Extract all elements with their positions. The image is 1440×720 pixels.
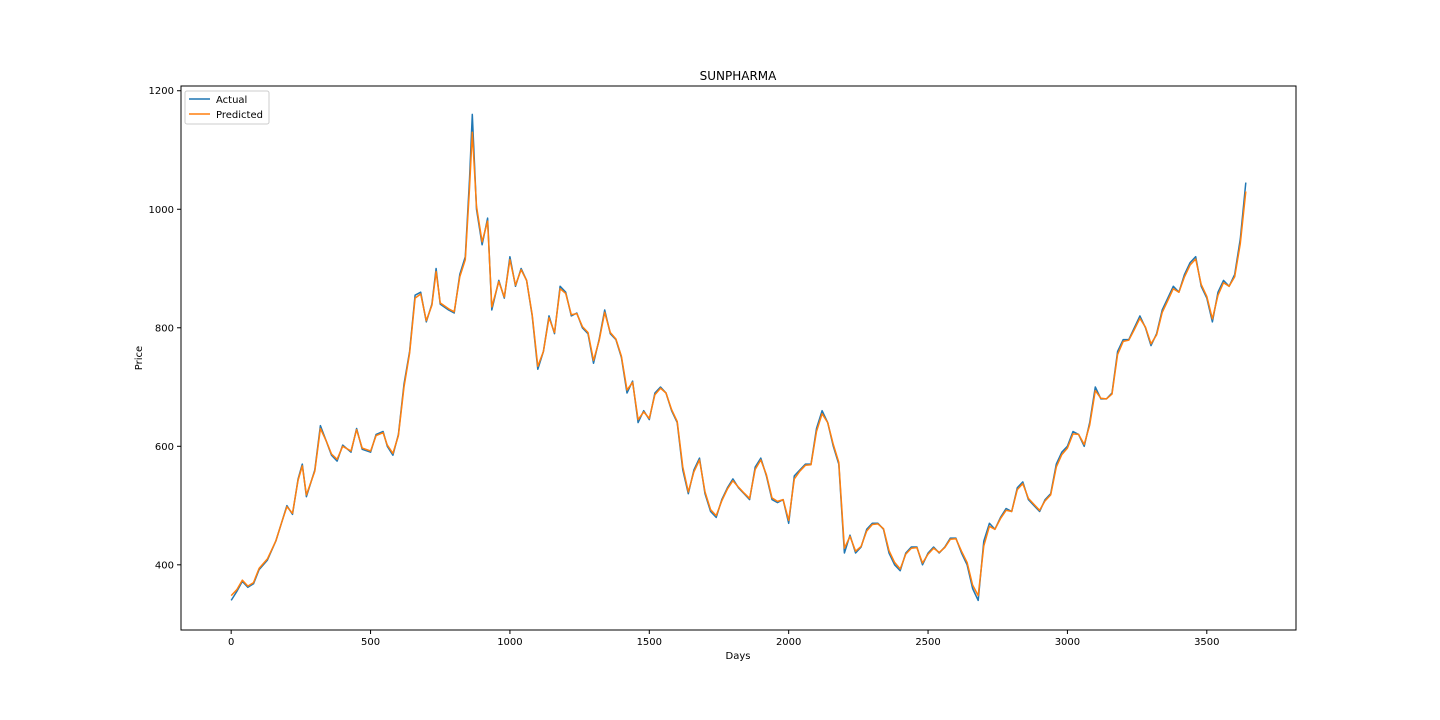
x-tick-label: 2000 xyxy=(776,637,801,648)
y-axis-label: Price xyxy=(134,346,145,370)
series-line-predicted xyxy=(230,131,1247,597)
y-axis: 400 600 800 1000 1200 xyxy=(149,86,181,571)
y-tick-label: 800 xyxy=(155,323,174,334)
chart-title: SUNPHARMA xyxy=(700,69,778,83)
legend: Actual Predicted xyxy=(184,90,270,125)
x-tick-label: 2500 xyxy=(915,637,940,648)
y-tick-label: 1000 xyxy=(149,205,174,216)
legend-label-predicted: Predicted xyxy=(216,110,263,121)
x-tick-label: 1000 xyxy=(497,637,522,648)
y-tick-label: 600 xyxy=(155,442,174,453)
x-tick-label: 3500 xyxy=(1194,637,1219,648)
x-tick-label: 3000 xyxy=(1055,637,1080,648)
axes-frame xyxy=(180,85,1297,631)
x-tick-label: 0 xyxy=(228,637,234,648)
x-tick-label: 1500 xyxy=(637,637,662,648)
y-tick-label: 400 xyxy=(155,560,174,571)
x-axis: 0 500 1000 1500 2000 2500 3000 3500 xyxy=(228,630,1220,648)
legend-label-actual: Actual xyxy=(216,95,247,106)
y-tick-label: 1200 xyxy=(149,86,174,97)
plot-area xyxy=(180,85,1297,631)
x-axis-label: Days xyxy=(726,651,751,662)
series-layer xyxy=(230,113,1247,602)
x-tick-label: 500 xyxy=(361,637,380,648)
